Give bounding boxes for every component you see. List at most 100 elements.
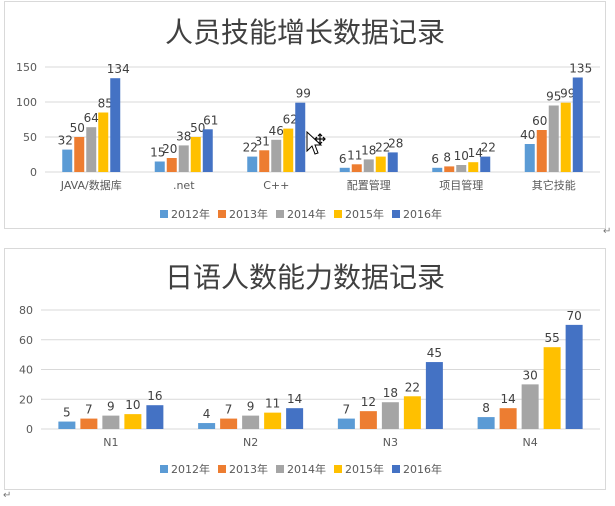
- legend-label: 2015年: [345, 462, 384, 476]
- bar: [110, 78, 121, 172]
- paragraph-mark: ↵: [3, 490, 12, 501]
- chart-title: 人员技能增长数据记录: [165, 16, 445, 49]
- x-tick-label: 其它技能: [532, 178, 576, 192]
- data-label: 22: [481, 141, 496, 155]
- data-label: 60: [532, 114, 547, 128]
- bar: [80, 418, 98, 429]
- chart-panel-japanese: 日语人数能力数据记录 0 20 40 60 80 N1 5 7 9 10 16 N2 4 7 9 11 14 N3 7…: [4, 248, 606, 490]
- data-label: 22: [405, 380, 420, 394]
- bar: [468, 162, 479, 172]
- legend-label: 2014年: [287, 462, 326, 476]
- data-label: 134: [107, 62, 130, 76]
- legend-label: 2014年: [287, 207, 326, 221]
- legend-label: 2013年: [229, 207, 268, 221]
- bar: [425, 362, 443, 429]
- data-label: 14: [468, 146, 483, 160]
- chart-title: 日语人数能力数据记录: [165, 261, 445, 294]
- bar: [572, 77, 583, 172]
- bar: [202, 129, 213, 172]
- bar: [102, 415, 120, 429]
- legend-swatch: [334, 465, 342, 473]
- legend-label: 2015年: [345, 207, 384, 221]
- legend-swatch: [218, 465, 226, 473]
- data-label: 6: [431, 152, 439, 166]
- data-label: 95: [546, 90, 561, 104]
- data-label: 28: [388, 136, 403, 150]
- x-tick-label: C++: [263, 179, 289, 192]
- y-tick-label: 80: [19, 304, 33, 317]
- bar: [381, 402, 399, 429]
- legend-swatch: [276, 465, 284, 473]
- bar: [477, 417, 495, 429]
- bar: [62, 149, 73, 172]
- bar: [548, 105, 559, 172]
- data-label: 9: [247, 400, 255, 414]
- bar: [375, 156, 386, 172]
- bar: [363, 159, 374, 172]
- bar: [456, 165, 467, 172]
- data-label: 62: [283, 113, 298, 127]
- bar: [166, 158, 177, 172]
- data-label: 61: [203, 113, 218, 127]
- data-label: 6: [339, 152, 347, 166]
- data-label: 31: [255, 134, 270, 148]
- data-label: 32: [58, 134, 73, 148]
- data-label: 46: [269, 124, 284, 138]
- bar: [242, 415, 260, 429]
- bar: [286, 408, 304, 429]
- data-label: 135: [569, 62, 592, 76]
- legend-label: 2016年: [403, 207, 442, 221]
- bar: [499, 408, 517, 429]
- bar: [74, 137, 85, 172]
- legend-swatch: [160, 210, 168, 218]
- data-label: 30: [522, 368, 537, 382]
- data-label: 18: [383, 386, 398, 400]
- y-tick-label: 50: [23, 131, 37, 144]
- y-tick-label: 150: [16, 61, 37, 74]
- bar: [259, 150, 270, 172]
- data-label: 45: [427, 346, 442, 360]
- skills-chart: 人员技能增长数据记录050100150JAVA/数据库32506485134.n…: [16, 16, 600, 221]
- bar: [359, 411, 377, 429]
- data-label: 9: [107, 400, 115, 414]
- data-label: 15: [150, 146, 165, 160]
- data-label: 99: [560, 87, 575, 101]
- x-tick-label: 配置管理: [347, 178, 391, 192]
- y-tick-label: 20: [19, 393, 33, 406]
- bar: [271, 139, 282, 172]
- bar: [351, 164, 362, 172]
- x-tick-label: N1: [103, 436, 118, 449]
- bar: [524, 144, 535, 172]
- bar: [283, 128, 294, 172]
- legend-label: 2016年: [403, 462, 442, 476]
- data-label: 14: [500, 392, 515, 406]
- data-label: 18: [361, 143, 376, 157]
- data-label: 4: [203, 407, 211, 421]
- data-label: 50: [190, 121, 205, 135]
- data-label: 22: [243, 141, 258, 155]
- data-label: 99: [296, 87, 311, 101]
- bar: [86, 127, 97, 172]
- data-label: 7: [343, 403, 351, 417]
- data-label: 8: [443, 150, 451, 164]
- y-tick-label: 0: [26, 423, 33, 436]
- data-label: 50: [70, 121, 85, 135]
- bar: [146, 405, 164, 429]
- bar: [337, 418, 355, 429]
- x-tick-label: N2: [243, 436, 258, 449]
- y-tick-label: 0: [30, 166, 37, 179]
- x-tick-label: JAVA/数据库: [60, 178, 122, 192]
- data-label: 7: [225, 403, 233, 417]
- bar: [339, 167, 350, 172]
- bar: [387, 152, 398, 172]
- data-label: 10: [454, 149, 469, 163]
- legend-label: 2013年: [229, 462, 268, 476]
- y-tick-label: 100: [16, 96, 37, 109]
- data-label: 10: [125, 398, 140, 412]
- y-tick-label: 40: [19, 364, 33, 377]
- legend-swatch: [276, 210, 284, 218]
- paragraph-mark: ↵: [603, 226, 612, 237]
- bar: [124, 414, 142, 429]
- data-label: 20: [162, 142, 177, 156]
